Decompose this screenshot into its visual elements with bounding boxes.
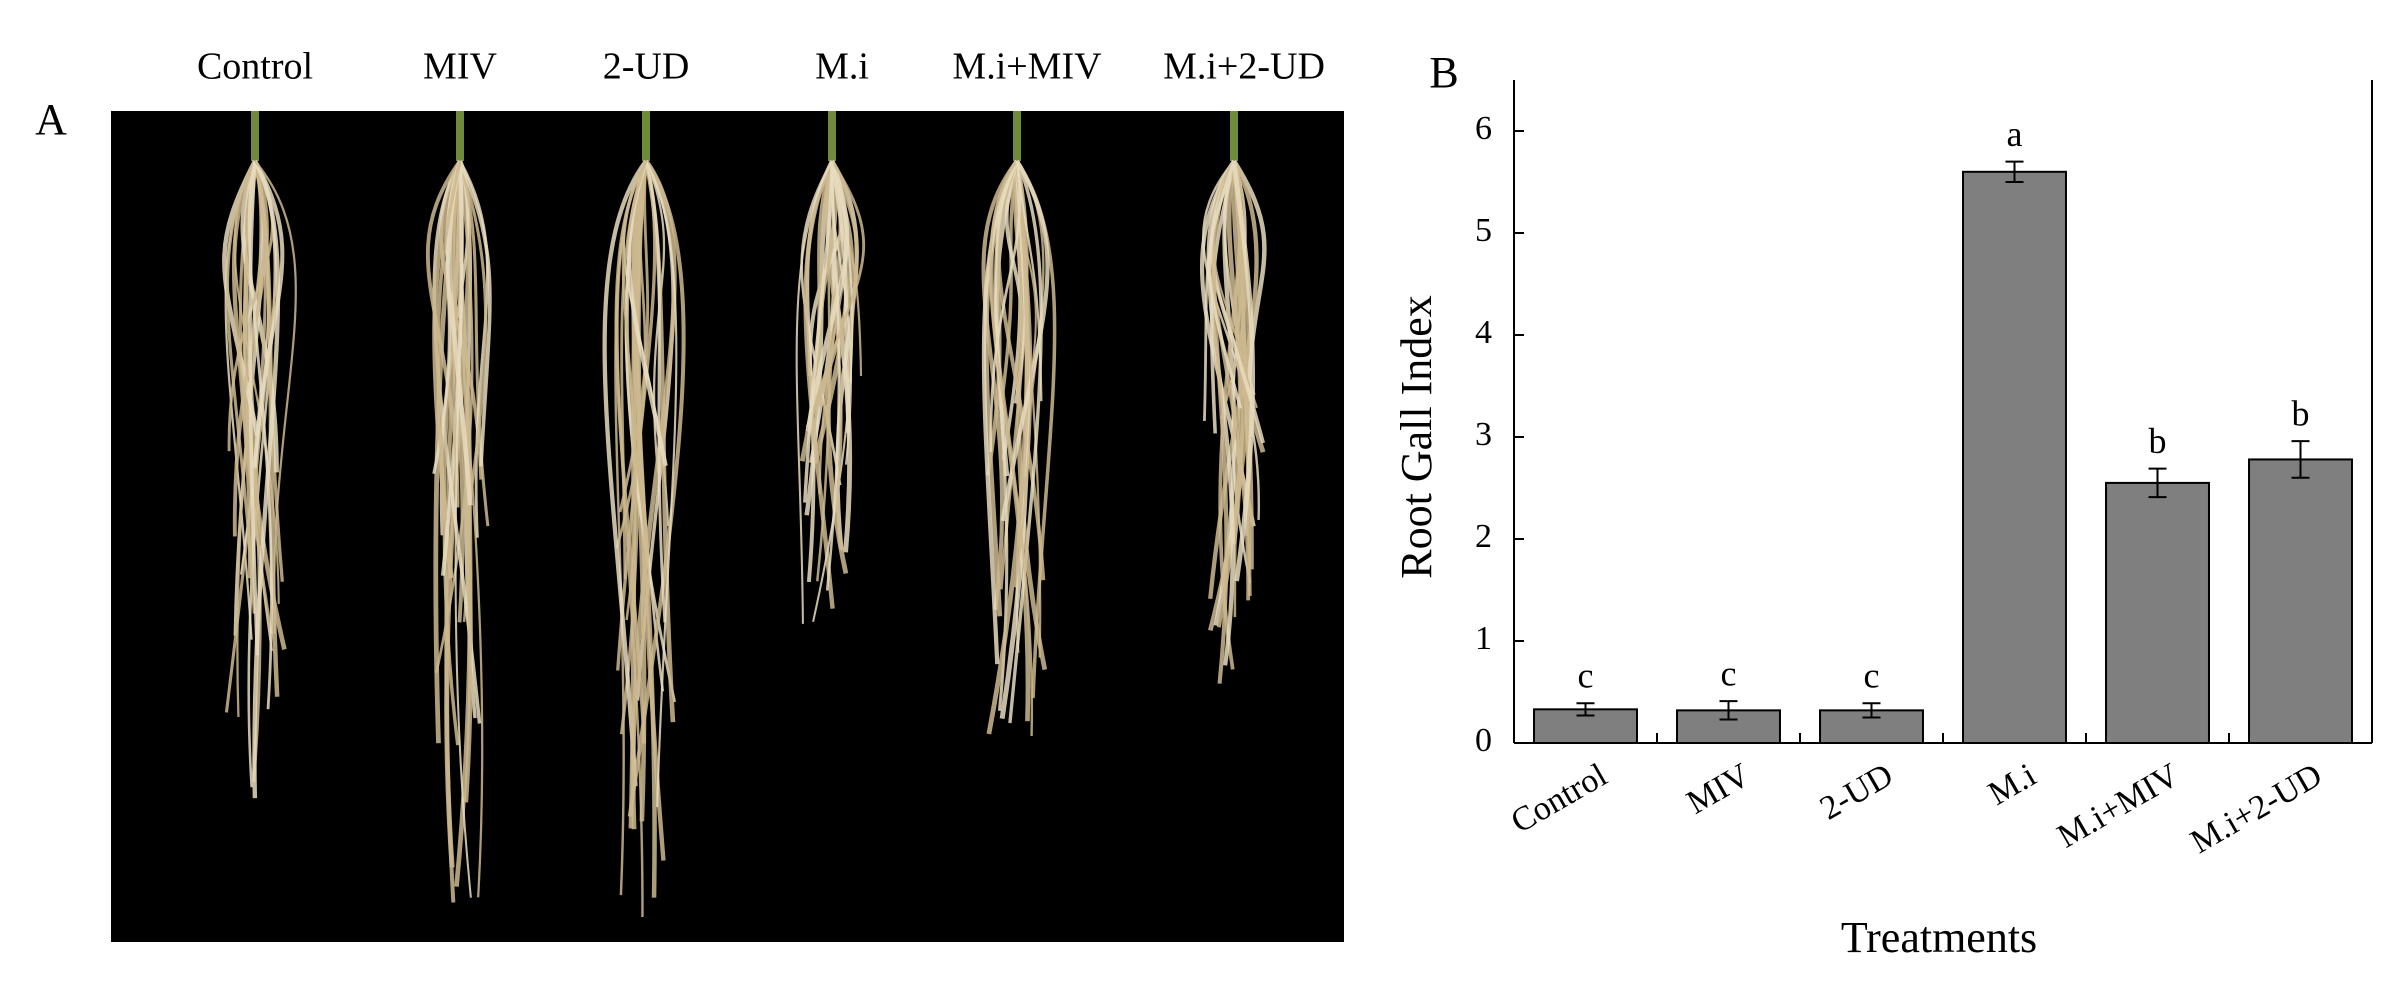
root-photo: [222, 111, 1267, 918]
y-tick-label: 1: [1475, 620, 1492, 657]
root-strand: [989, 160, 1034, 737]
column-label: 2-UD: [603, 46, 690, 88]
column-label: M.i: [815, 46, 869, 88]
significance-letter: c: [1864, 655, 1880, 695]
y-tick-label: 4: [1475, 314, 1492, 351]
root-strand: [620, 160, 648, 580]
bar: [1962, 170, 2067, 745]
y-tick-label: 2: [1475, 518, 1492, 555]
root-strand: [981, 160, 1019, 665]
column-label: MIV: [423, 46, 497, 88]
root-strand: [795, 160, 833, 624]
y-tick-label: 6: [1475, 110, 1492, 147]
root-strand: [248, 160, 260, 656]
y-tick-label: 0: [1475, 722, 1492, 759]
significance-letter: a: [2007, 114, 2023, 154]
root-strand: [1231, 160, 1256, 582]
root-strand: [621, 160, 648, 621]
x-axis-title: Treatments: [1841, 913, 2037, 962]
root-strand: [247, 160, 273, 710]
y-axis-title: Root Gall Index: [1392, 295, 1441, 579]
root-strand: [1231, 160, 1254, 570]
root-strand: [644, 160, 667, 623]
root-strand: [981, 159, 1019, 610]
root-strand: [829, 160, 851, 433]
significance-letter: b: [2149, 421, 2167, 461]
root-strand: [436, 160, 462, 521]
root-strand: [1232, 159, 1267, 438]
significance-letter: c: [1721, 653, 1737, 693]
significance-letter: b: [2292, 393, 2310, 433]
root-strand: [231, 160, 257, 579]
x-tick-label: MIV: [1681, 756, 1757, 821]
root-strand: [806, 160, 866, 432]
error-bar: [1719, 700, 1738, 721]
x-tick-label: M.i+2-UD: [2185, 757, 2329, 861]
y-tick-label: 3: [1475, 416, 1492, 453]
root-strand: [1015, 160, 1043, 402]
root-strand: [627, 159, 686, 817]
x-tick-label: 2-UD: [1814, 757, 1900, 828]
error-bar: [2148, 467, 2167, 499]
error-bar: [2291, 440, 2310, 479]
x-tick-label: Control: [1505, 757, 1613, 841]
column-label: M.i+2-UD: [1163, 46, 1325, 88]
root-strand: [824, 160, 843, 513]
x-tick-label: M.i: [1982, 757, 2042, 813]
root-strand: [458, 160, 492, 467]
error-bar: [1576, 702, 1595, 717]
panel-label: B: [1429, 48, 1458, 97]
x-tick-label: M.i+MIV: [2051, 756, 2185, 855]
root-strand: [602, 159, 648, 787]
panel-label: A: [35, 95, 67, 144]
root-strand: [425, 159, 462, 508]
root-strand: [254, 160, 297, 634]
column-label: M.i+MIV: [952, 46, 1102, 88]
root-strand: [1207, 160, 1243, 409]
root-strand: [1015, 160, 1037, 403]
root-strand: [645, 160, 678, 808]
photo-background: [111, 111, 1344, 942]
root-strand: [989, 160, 1022, 453]
y-tick-label: 5: [1475, 212, 1492, 249]
bar: [2105, 481, 2210, 744]
root-strand: [252, 159, 281, 799]
error-bar: [2005, 160, 2024, 183]
root-strand: [232, 160, 269, 537]
root-strand: [1000, 159, 1050, 522]
bar: [2248, 458, 2353, 744]
root-strand: [803, 160, 834, 503]
root-strand: [458, 160, 488, 526]
error-bar: [1862, 702, 1881, 719]
significance-letter: c: [1578, 655, 1594, 695]
root-strand: [454, 160, 472, 898]
column-label: Control: [197, 46, 313, 88]
